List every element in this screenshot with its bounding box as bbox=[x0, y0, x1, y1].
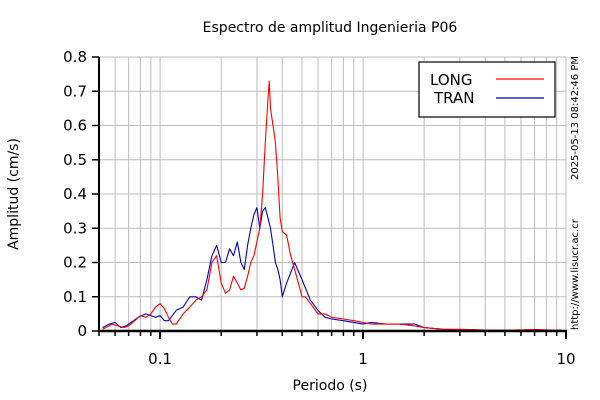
legend: LONG TRAN bbox=[418, 61, 556, 118]
legend-box bbox=[418, 61, 556, 118]
legend-label-tran: TRAN bbox=[433, 89, 474, 107]
y-tick-label: 0.6 bbox=[63, 117, 87, 135]
x-axis-label: Periodo (s) bbox=[293, 378, 368, 394]
x-tick-label: 0.1 bbox=[148, 350, 172, 368]
y-tick-label: 0.2 bbox=[63, 254, 87, 272]
y-tick-label: 0.4 bbox=[63, 185, 87, 203]
y-tick-label: 0.1 bbox=[63, 288, 87, 306]
y-tick-label: 0 bbox=[77, 322, 87, 340]
y-axis-label: Amplitud (cm/s) bbox=[6, 138, 22, 250]
chart-title: Espectro de amplitud Ingenieria P06 bbox=[203, 20, 458, 36]
x-tick-label: 10 bbox=[556, 350, 575, 368]
y-tick-label: 0.8 bbox=[63, 48, 87, 66]
series-layer bbox=[102, 80, 562, 331]
legend-label-long: LONG bbox=[430, 71, 472, 89]
axes: 0 0.1 0.2 0.3 0.4 0.5 0.6 0.7 0.8 0.1 1 10 bbox=[63, 48, 575, 368]
y-tick-label: 0.7 bbox=[63, 82, 87, 100]
y-tick-label: 0.3 bbox=[63, 219, 87, 237]
y-tick-label: 0.5 bbox=[63, 151, 87, 169]
series-line-long bbox=[102, 80, 562, 331]
url-label: http://www.lisucr.ac.cr bbox=[570, 218, 581, 330]
x-tick-label: 1 bbox=[358, 350, 368, 368]
timestamp-label: 2025-05-13 08:42:46 PM bbox=[570, 56, 581, 180]
